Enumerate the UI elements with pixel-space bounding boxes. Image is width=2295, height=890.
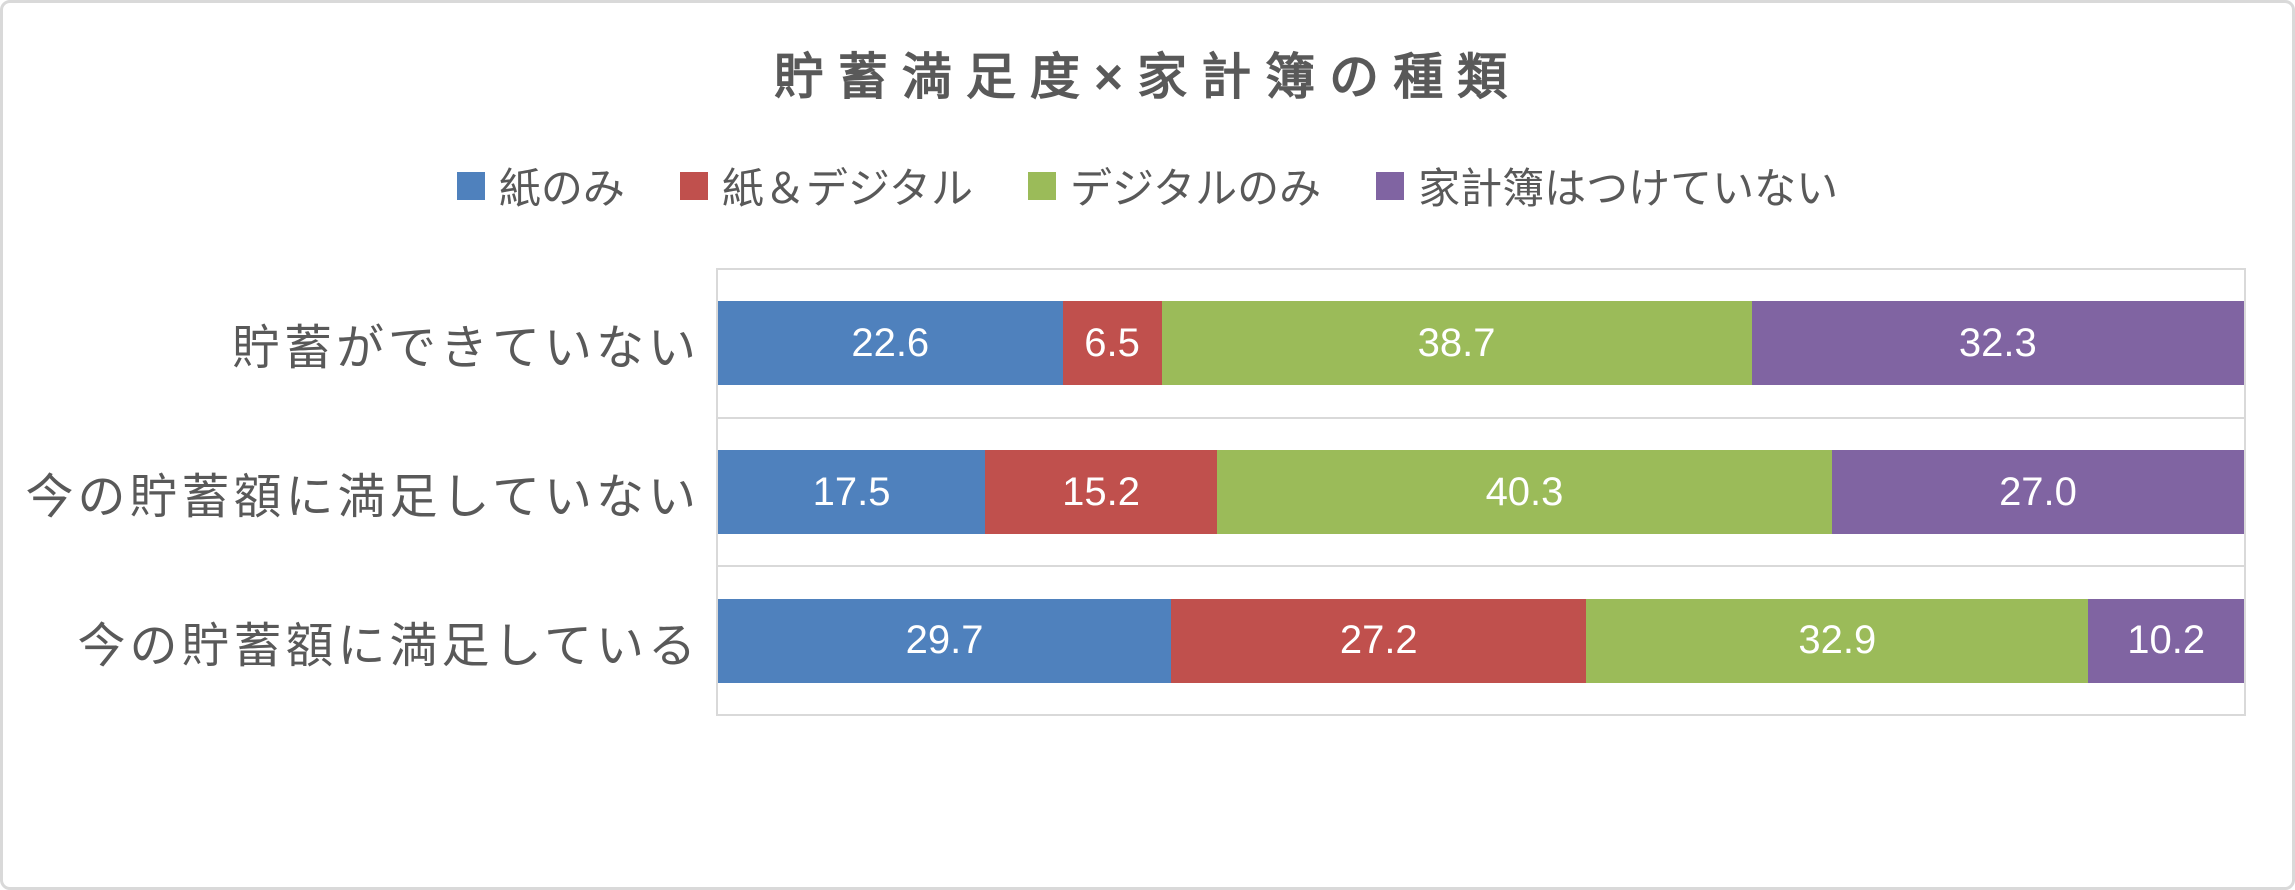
legend-item-digital-only: デジタルのみ xyxy=(1028,155,1321,216)
value-label: 27.0 xyxy=(1999,469,2077,514)
category-label: 今の貯蓄額に満足していない xyxy=(25,471,700,524)
legend-label: 家計簿はつけていない xyxy=(1418,165,1839,212)
legend-item-paper-only: 紙のみ xyxy=(456,155,625,216)
value-label: 32.3 xyxy=(1958,320,2037,365)
value-label: 38.7 xyxy=(1417,320,1496,365)
value-label: 29.7 xyxy=(905,618,984,663)
category-row-not-satisfied: 今の貯蓄額に満足していない 17.5 15.2 40.3 27.0 xyxy=(25,419,2244,568)
stacked-bar: 22.6 6.5 38.7 32.3 xyxy=(718,301,2244,386)
bar-segment-paper-only: 29.7 xyxy=(718,598,1172,683)
bar-segment-no-account-book: 27.0 xyxy=(1831,450,2244,534)
value-label: 17.5 xyxy=(812,469,891,514)
legend-item-no-account-book: 家計簿はつけていない xyxy=(1376,155,1838,216)
category-label: 貯蓄ができていない xyxy=(231,322,700,376)
legend-item-paper-and-digital: 紙＆デジタル xyxy=(679,155,973,216)
bar-segment-no-account-book: 32.3 xyxy=(1751,301,2244,386)
bar-segment-digital-only: 32.9 xyxy=(1586,598,2089,683)
plot-area: 貯蓄ができていない 22.6 6.5 38.7 32.3 今の貯蓄額に満足してい… xyxy=(25,268,2246,716)
chart-title: 貯蓄満足度×家計簿の種類 xyxy=(773,49,1522,105)
category-row-not-saving: 貯蓄ができていない 22.6 6.5 38.7 32.3 xyxy=(232,270,2244,419)
stacked-bar: 29.7 27.2 32.9 10.2 xyxy=(718,598,2244,683)
legend: 紙のみ 紙＆デジタル デジタルのみ 家計簿はつけていない xyxy=(3,155,2292,216)
bar-segment-no-account-book: 10.2 xyxy=(2088,598,2244,683)
bar-segment-digital-only: 40.3 xyxy=(1217,450,1832,534)
value-label: 27.2 xyxy=(1339,618,1418,663)
value-label: 40.3 xyxy=(1485,469,1564,514)
legend-swatch-icon xyxy=(1028,171,1056,200)
legend-swatch-icon xyxy=(1376,171,1405,200)
bar-segment-paper-and-digital: 27.2 xyxy=(1171,598,1587,683)
value-label: 10.2 xyxy=(2127,618,2206,663)
value-label: 6.5 xyxy=(1084,320,1140,365)
legend-swatch-icon xyxy=(456,171,485,200)
category-row-satisfied: 今の貯蓄額に満足している 29.7 27.2 32.9 10.2 xyxy=(77,567,2244,714)
legend-label: 紙のみ xyxy=(498,165,625,212)
bar-segment-digital-only: 38.7 xyxy=(1161,301,1752,386)
legend-label: 紙＆デジタル xyxy=(721,165,973,212)
legend-swatch-icon xyxy=(679,171,708,200)
value-label: 15.2 xyxy=(1062,469,1140,514)
bar-segment-paper-and-digital: 6.5 xyxy=(1062,301,1162,386)
value-label: 22.6 xyxy=(851,320,930,365)
stacked-bar: 17.5 15.2 40.3 27.0 xyxy=(718,450,2244,534)
bar-segment-paper-only: 17.5 xyxy=(718,450,986,534)
legend-label: デジタルのみ xyxy=(1070,165,1322,212)
category-label: 今の貯蓄額に満足している xyxy=(77,619,700,673)
bar-segment-paper-and-digital: 15.2 xyxy=(985,450,1217,534)
value-label: 32.9 xyxy=(1798,618,1877,663)
bar-segment-paper-only: 22.6 xyxy=(718,301,1063,386)
